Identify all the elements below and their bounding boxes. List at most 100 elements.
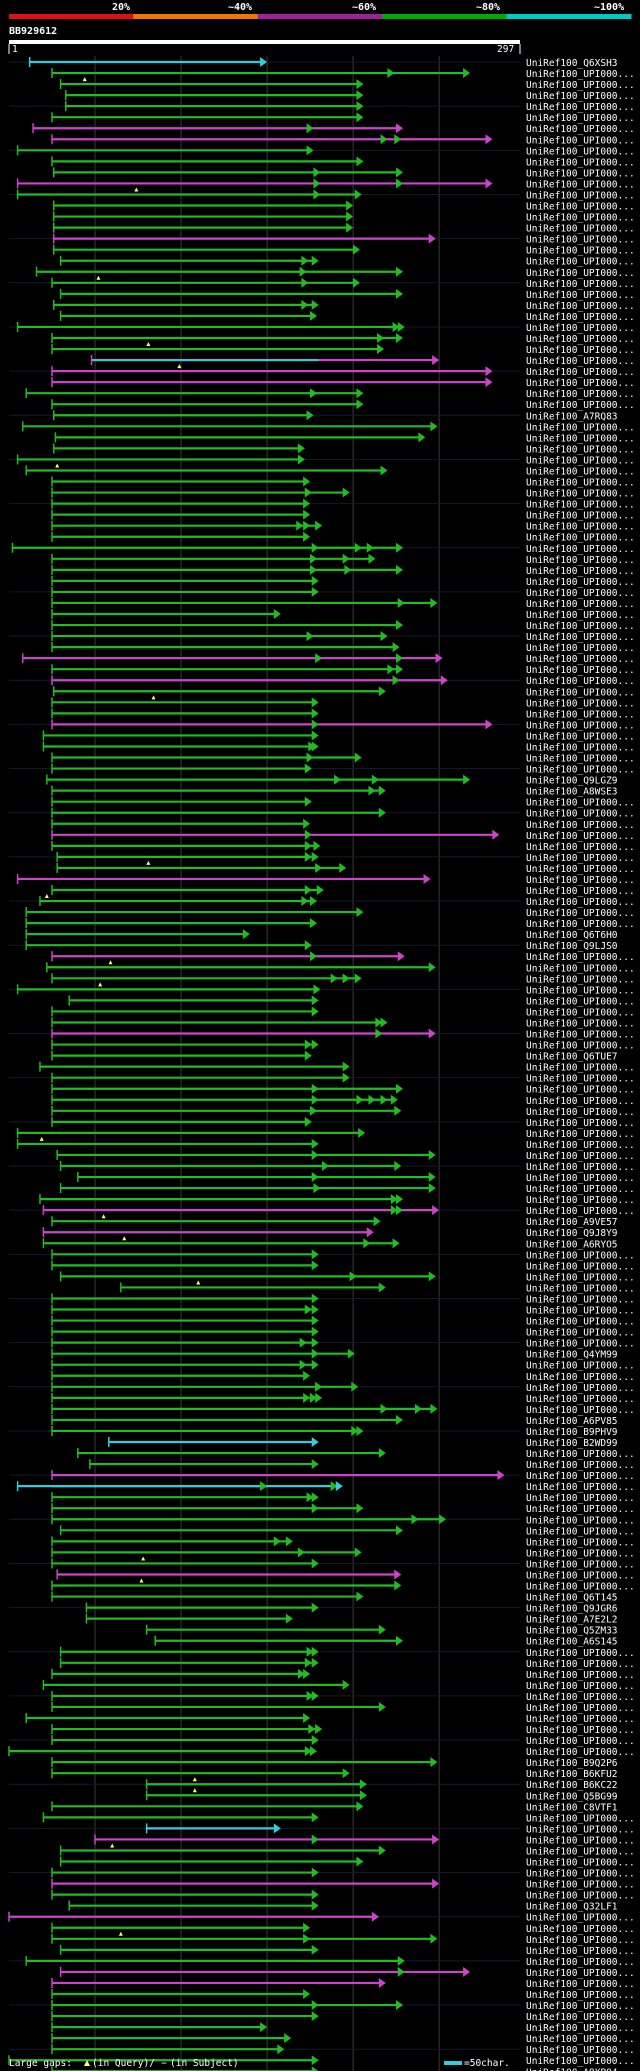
hit-row[interactable]: UniRef100_UPI000... [51,520,635,533]
hit-row[interactable]: UniRef100_A6PV85 [51,1414,618,1427]
hit-row[interactable]: UniRef100_UPI000... [42,1679,635,1692]
hit-label[interactable]: UniRef100_UPI000... [526,91,635,102]
hit-row[interactable]: UniRef100_UPI000... [65,101,635,113]
hit-row[interactable]: UniRef100_UPI000... [52,167,635,179]
hit-row[interactable]: UniRef100_UPI000... [51,1878,635,1891]
hit-label[interactable]: UniRef100_UPI000... [526,323,635,334]
hit-label[interactable]: UniRef100_UPI000... [526,1935,635,1946]
hit-row[interactable]: UniRef100_UPI000... [25,1713,635,1725]
hit-row[interactable]: UniRef100_A9VE57 [51,1214,618,1228]
hit-label[interactable]: UniRef100_UPI000... [526,500,635,511]
hit-row[interactable]: UniRef100_B9PHV9 [51,1425,618,1438]
hit-label[interactable]: UniRef100_UPI000... [526,168,635,179]
hit-row[interactable]: UniRef100_UPI000... [51,399,635,411]
hit-row[interactable]: UniRef100_A7RQ83 [52,410,618,422]
hit-row[interactable]: UniRef100_UPI000... [51,796,635,809]
hit-row[interactable]: UniRef100_UPI000... [51,377,635,389]
hit-row[interactable]: UniRef100_A7E2L2 [85,1613,618,1626]
hit-label[interactable]: UniRef100_UPI000... [526,974,635,985]
hit-row[interactable]: UniRef100_UPI000... [59,1657,635,1670]
hit-label[interactable]: UniRef100_Q9JGR6 [526,1604,618,1615]
hit-label[interactable]: UniRef100_UPI000... [526,224,635,235]
hit-row[interactable]: UniRef100_A8XPQ4 [51,2066,618,2071]
hit-label[interactable]: UniRef100_Q9LJS0 [526,941,618,952]
hit-row[interactable]: UniRef100_UPI000... [51,1867,635,1880]
hit-row[interactable]: UniRef100_UPI000... [51,1017,635,1029]
hit-row[interactable]: UniRef100_UPI000... [77,1172,635,1184]
hit-label[interactable]: UniRef100_UPI000... [526,489,635,500]
hit-label[interactable]: UniRef100_UPI000... [526,1063,635,1074]
hit-row[interactable]: UniRef100_Q5ZM33 [145,1624,618,1637]
hit-row[interactable]: UniRef100_Q6TUE7 [51,1050,618,1063]
hit-row[interactable]: UniRef100_UPI000... [16,1127,635,1140]
hit-row[interactable]: UniRef100_UPI000... [51,333,635,345]
hit-row[interactable]: UniRef100_UPI000... [8,1746,635,1758]
hit-row[interactable]: UniRef100_UPI000... [39,1194,635,1206]
hit-label[interactable]: UniRef100_UPI000... [526,1096,635,1107]
hit-label[interactable]: UniRef100_UPI000... [526,190,635,201]
hit-label[interactable]: UniRef100_UPI000... [526,135,635,146]
hit-label[interactable]: UniRef100_UPI000... [526,1681,635,1692]
hit-row[interactable]: UniRef100_Q6XSH3 [28,57,618,69]
hit-label[interactable]: UniRef100_UPI000... [526,279,635,290]
hit-row[interactable]: UniRef100_UPI000... [51,1094,635,1107]
hit-row[interactable]: UniRef100_UPI000... [52,686,635,698]
hit-row[interactable]: UniRef100_UPI000... [51,1039,635,1052]
hit-row[interactable]: UniRef100_Q6T145 [51,1591,618,1604]
hit-row[interactable]: UniRef100_UPI000... [52,222,635,235]
hit-label[interactable]: UniRef100_UPI000... [526,731,635,742]
hit-label[interactable]: UniRef100_UPI000... [526,1294,635,1305]
hit-row[interactable]: UniRef100_UPI000... [42,730,635,742]
hit-row[interactable]: UniRef100_UPI000... [51,1492,635,1504]
hit-label[interactable]: UniRef100_UPI000... [526,1250,635,1261]
hit-row[interactable]: UniRef100_UPI000... [51,1249,635,1261]
hit-row[interactable]: UniRef100_UPI000... [51,1724,635,1736]
hit-row[interactable]: UniRef100_UPI000... [51,1116,635,1129]
hit-label[interactable]: UniRef100_UPI000... [526,676,635,687]
hit-label[interactable]: UniRef100_UPI000... [526,1515,635,1526]
hit-row[interactable]: UniRef100_UPI000... [16,178,635,190]
hit-label[interactable]: UniRef100_UPI000... [526,555,635,566]
hit-row[interactable]: UniRef100_UPI000... [56,1149,635,1162]
hit-label[interactable]: UniRef100_UPI000... [526,1018,635,1029]
hit-row[interactable]: UniRef100_UPI000... [59,1183,635,1195]
hit-label[interactable]: UniRef100_UPI000... [526,444,635,455]
hit-label[interactable]: UniRef100_UPI000... [526,202,635,213]
hit-row[interactable]: UniRef100_UPI000... [51,498,635,511]
hit-row[interactable]: UniRef100_UPI000... [51,1547,635,1559]
hit-row[interactable]: UniRef100_UPI000... [51,1977,635,1990]
hit-row[interactable]: UniRef100_UPI000... [51,275,635,290]
hit-row[interactable]: UniRef100_UPI000... [51,2033,635,2045]
hit-label[interactable]: UniRef100_UPI000... [526,698,635,709]
hit-row[interactable]: UniRef100_UPI000... [51,575,635,588]
hit-label[interactable]: UniRef100_UPI000... [526,455,635,466]
hit-row[interactable]: UniRef100_UPI000... [51,1514,635,1526]
hit-label[interactable]: UniRef100_Q6TUE7 [526,1052,618,1063]
hit-row[interactable]: UniRef100_UPI000... [59,1843,635,1857]
hit-row[interactable]: UniRef100_B9Q2P6 [51,1757,618,1769]
hit-label[interactable]: UniRef100_UPI000... [526,235,635,246]
hit-row[interactable]: UniRef100_UPI000... [16,321,635,334]
hit-row[interactable]: UniRef100_UPI000... [16,873,635,886]
hit-label[interactable]: UniRef100_UPI000... [526,610,635,621]
hit-label[interactable]: UniRef100_Q9LGZ9 [526,776,618,787]
hit-label[interactable]: UniRef100_UPI000... [526,643,635,654]
hit-label[interactable]: UniRef100_UPI000... [526,400,635,411]
hit-row[interactable]: UniRef100_UPI000... [51,807,635,820]
hit-row[interactable]: UniRef100_UPI000... [51,973,635,985]
hit-label[interactable]: UniRef100_UPI000... [526,1570,635,1581]
hit-row[interactable]: UniRef100_C8VTF1 [51,1801,618,1813]
hit-label[interactable]: UniRef100_UPI000... [526,2056,635,2067]
hit-row[interactable]: UniRef100_UPI000... [51,1359,635,1372]
hit-label[interactable]: UniRef100_UPI000... [526,1526,635,1537]
hit-label[interactable]: UniRef100_UPI000... [526,2034,635,2045]
hit-row[interactable]: UniRef100_UPI000... [51,476,635,489]
hit-label[interactable]: UniRef100_UPI000... [526,1361,635,1372]
hit-row[interactable]: UniRef100_UPI000... [59,1525,635,1537]
hit-label[interactable]: UniRef100_UPI000... [526,1504,635,1515]
hit-label[interactable]: UniRef100_UPI000... [526,599,635,610]
hit-row[interactable]: UniRef100_UPI000... [16,982,635,996]
hit-row[interactable]: UniRef100_UPI000... [51,156,635,168]
hit-label[interactable]: UniRef100_Q6T6H0 [526,930,618,941]
hit-label[interactable]: UniRef100_UPI000... [526,1272,635,1283]
